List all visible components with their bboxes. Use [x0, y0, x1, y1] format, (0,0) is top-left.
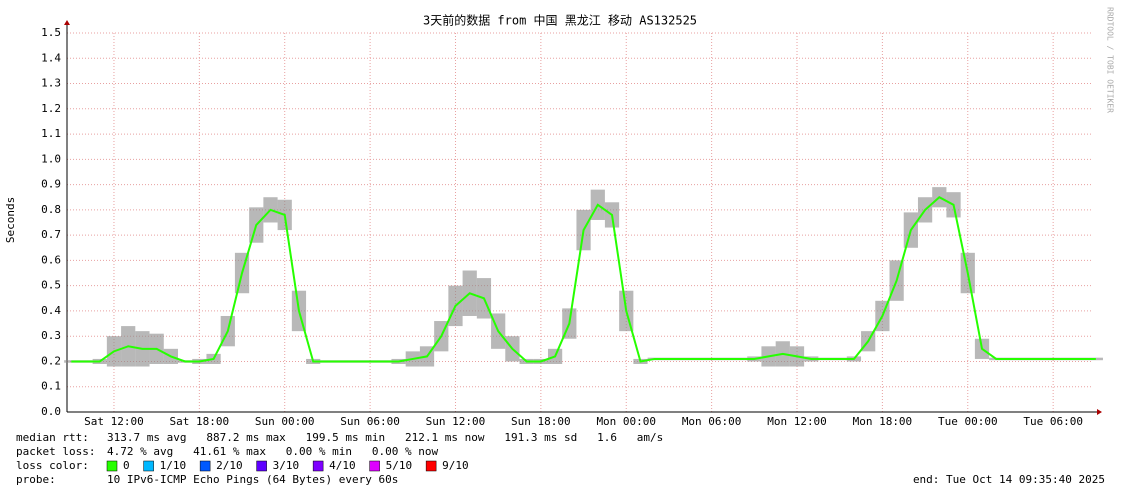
y-tick-label: 0.3 — [41, 329, 61, 342]
legend-swatch — [256, 460, 267, 472]
legend-label: loss color: — [16, 459, 89, 472]
y-tick-label: 1.1 — [41, 127, 61, 140]
end-time: end: Tue Oct 14 09:35:40 2025 — [913, 473, 1105, 486]
y-tick-label: 0.4 — [41, 304, 61, 317]
x-tick-label: Mon 12:00 — [767, 415, 827, 428]
x-tick-label: Mon 06:00 — [682, 415, 742, 428]
y-tick-label: 0.5 — [41, 279, 61, 292]
legend-label: probe: — [16, 473, 56, 486]
y-tick-label: 1.5 — [41, 26, 61, 39]
legend-entry: 0 — [123, 459, 130, 472]
x-tick-label: Sat 12:00 — [84, 415, 144, 428]
y-tick-label: 0.2 — [41, 354, 61, 367]
x-tick-label: Sun 06:00 — [340, 415, 400, 428]
y-tick-label: 0.6 — [41, 253, 61, 266]
watermark: RRDTOOL / TOBI OETIKER — [1106, 7, 1115, 113]
legend-swatch — [199, 460, 211, 472]
y-tick-label: 1.4 — [41, 51, 61, 64]
x-tick-label: Tue 00:00 — [938, 415, 998, 428]
legend-label: packet loss: — [16, 445, 95, 458]
legend-swatch — [106, 460, 118, 472]
y-tick-label: 1.0 — [41, 152, 61, 165]
y-tick-label: 0.8 — [41, 203, 61, 216]
y-axis-label: Seconds — [4, 197, 17, 243]
median-line — [71, 196, 1096, 363]
legend-entry: 4/10 — [329, 459, 356, 472]
y-tick-label: 0.9 — [41, 178, 61, 191]
legend-swatch — [143, 460, 154, 472]
x-tick-label: Mon 18:00 — [853, 415, 913, 428]
legend-label: median rtt: — [16, 431, 89, 444]
x-tick-label: Sat 18:00 — [170, 415, 230, 428]
x-tick-label: Sun 18:00 — [511, 415, 571, 428]
y-tick-label: 0.0 — [41, 405, 61, 418]
y-tick-label: 0.7 — [41, 228, 61, 241]
legend-entry: 5/10 — [386, 459, 413, 472]
axis-arrow — [1097, 409, 1102, 415]
legend-swatch — [425, 460, 437, 472]
legend-text: 10 IPv6-ICMP Echo Pings (64 Bytes) every… — [107, 473, 398, 486]
x-tick-label: Tue 06:00 — [1023, 415, 1083, 428]
y-tick-label: 1.3 — [41, 77, 61, 90]
legend-text: 4.72 % avg 41.61 % max 0.00 % min 0.00 %… — [107, 445, 439, 458]
legend-entry: 3/10 — [273, 459, 300, 472]
legend-text: 313.7 ms avg 887.2 ms max 199.5 ms min 2… — [107, 431, 663, 444]
legend-swatch — [312, 460, 324, 472]
legend-entry: 2/10 — [216, 459, 243, 472]
legend-entry: 1/10 — [160, 459, 187, 472]
x-tick-label: Sun 12:00 — [426, 415, 486, 428]
y-tick-label: 0.1 — [41, 380, 61, 393]
chart-title: 3天前的数据 from 中国 黑龙江 移动 AS132525 — [423, 13, 697, 28]
axis-arrow — [64, 20, 70, 25]
y-tick-label: 1.2 — [41, 102, 61, 115]
x-tick-label: Sun 00:00 — [255, 415, 315, 428]
x-tick-label: Mon 00:00 — [596, 415, 656, 428]
legend-swatch — [369, 460, 380, 472]
legend-entry: 9/10 — [442, 459, 469, 472]
